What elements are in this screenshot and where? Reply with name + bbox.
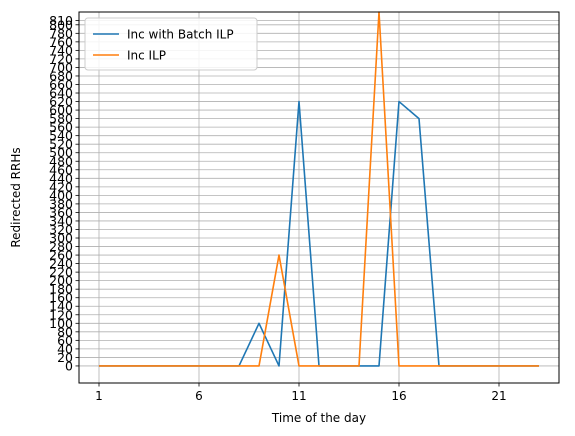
y-tick-label: 760 [49, 34, 73, 49]
x-axis-ticks: 1 6 11 16 21 [95, 383, 507, 403]
y-tick-label: 660 [49, 77, 73, 92]
y-tick-label: 20 [57, 350, 73, 365]
y-tick-label: 780 [49, 26, 73, 41]
y-tick-label: 680 [49, 68, 73, 83]
series-lines [99, 11, 539, 367]
y-tick-label: 560 [49, 120, 73, 135]
y-tick-label: 80 [57, 324, 73, 339]
x-tick-label: 1 [95, 389, 103, 403]
y-tick-label: 640 [49, 86, 73, 101]
y-axis-label: Redirected RRHs [9, 147, 23, 247]
x-axis-label: Time of the day [271, 411, 366, 425]
y-tick-label: 800 [49, 17, 73, 32]
y-tick-label: 520 [49, 137, 73, 152]
legend-label: Inc ILP [127, 49, 166, 63]
y-tick-label: 540 [49, 128, 73, 143]
y-tick-label: 220 [49, 265, 73, 280]
series-line-2 [99, 11, 539, 367]
legend: Inc with Batch ILP Inc ILP [84, 17, 258, 71]
plot-frame [78, 11, 560, 384]
y-tick-label: 40 [57, 341, 73, 356]
y-tick-label: 120 [49, 307, 73, 322]
legend-box [84, 17, 258, 71]
y-tick-label: 400 [49, 188, 73, 203]
y-tick-label: 620 [49, 94, 73, 109]
grid-lines [79, 12, 559, 383]
y-tick-label: 500 [49, 145, 73, 160]
y-tick-label: 160 [49, 290, 73, 305]
x-tick-label: 6 [195, 389, 203, 403]
y-tick-label: 720 [49, 51, 73, 66]
y-tick-label: 440 [49, 171, 73, 186]
y-tick-label: 260 [49, 248, 73, 263]
y-tick-label: 60 [57, 333, 73, 348]
y-tick-label: 360 [49, 205, 73, 220]
x-tick-label: 21 [491, 389, 506, 403]
series-line-1 [99, 100, 539, 367]
y-tick-label: 0 [65, 358, 73, 373]
y-tick-label: 240 [49, 256, 73, 271]
legend-label: Inc with Batch ILP [127, 28, 234, 42]
y-tick-label: 700 [49, 60, 73, 75]
y-tick-label: 740 [49, 43, 73, 58]
y-tick-label: 140 [49, 299, 73, 314]
y-axis-ticks: 0204060801001201401601802002202402602803… [49, 13, 79, 373]
x-tick-label: 11 [291, 389, 306, 403]
y-tick-label: 810 [49, 13, 73, 28]
y-tick-label: 300 [49, 231, 73, 246]
y-tick-label: 200 [49, 273, 73, 288]
y-tick-label: 480 [49, 154, 73, 169]
y-tick-label: 460 [49, 162, 73, 177]
y-tick-label: 580 [49, 111, 73, 126]
y-tick-label: 320 [49, 222, 73, 237]
y-tick-label: 180 [49, 282, 73, 297]
y-tick-label: 100 [49, 316, 73, 331]
y-tick-label: 600 [49, 103, 73, 118]
y-tick-label: 380 [49, 196, 73, 211]
x-tick-label: 16 [391, 389, 406, 403]
y-tick-label: 340 [49, 213, 73, 228]
y-tick-label: 420 [49, 179, 73, 194]
y-tick-label: 280 [49, 239, 73, 254]
